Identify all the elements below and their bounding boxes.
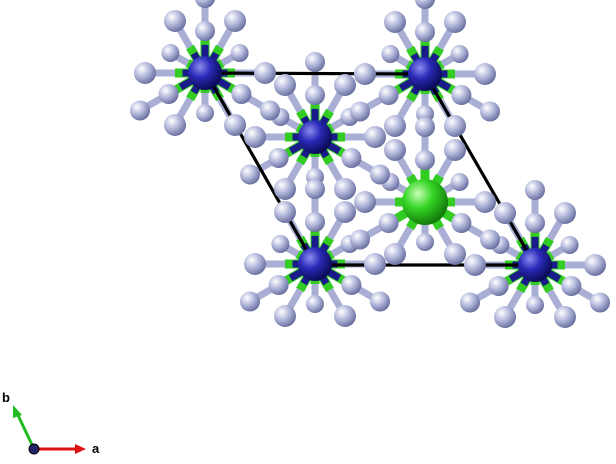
ligand-atom — [240, 291, 260, 312]
axis-origin — [28, 443, 40, 455]
ligand-atom — [334, 305, 356, 327]
ligand-atom — [480, 229, 500, 250]
ligand-atom — [334, 201, 356, 223]
ligand-atom — [561, 276, 582, 296]
ligand-atom — [450, 173, 469, 191]
axis-b-arrowhead — [13, 405, 22, 418]
ligand-atom — [554, 306, 576, 328]
ligand-atom — [271, 235, 290, 253]
ligand-atom — [444, 243, 466, 265]
ligand-atom — [415, 117, 435, 137]
ligand-atom — [450, 45, 469, 63]
ligand-atom — [526, 296, 544, 314]
ligand-atom — [415, 150, 435, 170]
ligand-atom — [525, 213, 545, 233]
axis-b-arrow — [14, 410, 36, 450]
ligand-atom — [341, 148, 362, 168]
ligand-atom — [274, 178, 296, 200]
ligand-atom — [195, 0, 215, 8]
ligand-atom — [460, 292, 480, 313]
blue-central-atom — [408, 57, 442, 91]
ligand-atom — [480, 101, 500, 122]
ligand-atom — [444, 115, 466, 137]
ligand-atom — [268, 148, 289, 168]
ligand-atom — [305, 179, 325, 199]
ligand-atom — [384, 139, 406, 161]
ligand-atom — [354, 191, 376, 213]
ligand-atom — [195, 21, 215, 41]
ligand-atom — [444, 139, 466, 161]
ligand-atom — [268, 275, 289, 295]
ligand-atom — [350, 101, 370, 122]
ligand-atom — [554, 202, 576, 224]
ligand-atom — [584, 254, 606, 276]
ligand-atom — [130, 100, 150, 121]
axis-legend: b a — [2, 390, 100, 456]
ligand-atom — [161, 44, 180, 62]
ligand-atom — [590, 292, 610, 313]
ligand-atom — [381, 45, 400, 63]
ligand-atom — [244, 126, 266, 148]
ligand-atom — [494, 202, 516, 224]
ligand-atom — [488, 276, 509, 296]
blue-central-atom — [188, 56, 222, 90]
ligand-atom — [354, 63, 376, 85]
ligand-atom — [378, 85, 399, 105]
ligand-atom — [560, 236, 579, 254]
green-central-atom — [402, 179, 448, 225]
ligand-atom — [474, 191, 496, 213]
ligand-atom — [240, 164, 260, 185]
ligand-atom — [415, 0, 435, 9]
ligand-atom — [341, 275, 362, 295]
ligand-atom — [230, 44, 249, 62]
ligand-atom — [164, 10, 186, 32]
ligand-atom — [254, 62, 276, 84]
ligand-atom — [415, 22, 435, 42]
ligand-atom — [305, 85, 325, 105]
ligand-atom — [305, 212, 325, 232]
blue-central-atom — [518, 248, 552, 282]
ligand-atom — [334, 178, 356, 200]
ligand-atom — [224, 114, 246, 136]
ligand-atom — [364, 126, 386, 148]
ligand-atom — [384, 115, 406, 137]
ligand-atom — [370, 291, 390, 312]
ligand-atom — [231, 84, 252, 104]
blue-central-atom — [298, 247, 332, 281]
axis-a-arrowhead — [75, 444, 86, 454]
axis-b-label: b — [2, 390, 10, 405]
blue-central-atom — [298, 120, 332, 154]
ligand-atom — [134, 62, 156, 84]
axis-a-label: a — [92, 441, 100, 456]
ligand-atom — [464, 254, 486, 276]
atoms — [130, 0, 610, 328]
ligand-atom — [196, 104, 214, 122]
ligand-atom — [364, 253, 386, 275]
ligand-atom — [306, 295, 324, 313]
ligand-atom — [260, 100, 280, 121]
ligand-atom — [164, 114, 186, 136]
ligand-atom — [334, 74, 356, 96]
ligand-atom — [416, 233, 434, 251]
ligand-atom — [158, 84, 179, 104]
ligand-atom — [244, 253, 266, 275]
ligand-atom — [274, 74, 296, 96]
ligand-atom — [305, 52, 325, 72]
ligand-atom — [370, 164, 390, 185]
ligand-atom — [350, 229, 370, 250]
ligand-atom — [451, 213, 472, 233]
ligand-atom — [224, 10, 246, 32]
ligand-atom — [378, 213, 399, 233]
ligand-atom — [525, 180, 545, 200]
ligand-atom — [494, 306, 516, 328]
ligand-atom — [274, 201, 296, 223]
ligand-atom — [444, 11, 466, 33]
ligand-atom — [384, 243, 406, 265]
ligand-atom — [274, 305, 296, 327]
ligand-atom — [474, 63, 496, 85]
ligand-atom — [451, 85, 472, 105]
ligand-atom — [384, 11, 406, 33]
